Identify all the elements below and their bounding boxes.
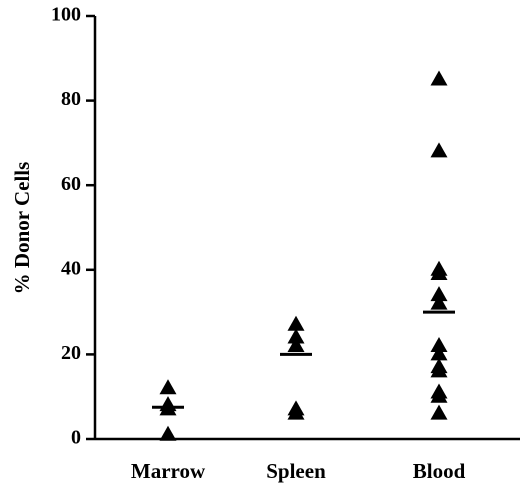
y-tick-label: 100 [51, 4, 81, 26]
y-axis-title: % Donor Cells [10, 162, 34, 295]
data-point [159, 379, 177, 395]
data-point [430, 142, 448, 158]
data-point [430, 345, 448, 361]
data-point [430, 294, 448, 310]
data-point [287, 328, 305, 344]
data-point [430, 404, 448, 420]
data-point [430, 286, 448, 302]
y-tick-label: 40 [61, 257, 81, 279]
data-point [430, 70, 448, 86]
data-point [430, 362, 448, 378]
y-tick-label: 20 [61, 342, 81, 364]
data-point [287, 336, 305, 352]
data-point [430, 336, 448, 352]
data-point [159, 425, 177, 441]
data-point [430, 265, 448, 281]
data-point [287, 404, 305, 420]
data-point [430, 387, 448, 403]
x-tick-label: Spleen [266, 459, 326, 483]
x-tick-label: Blood [413, 459, 466, 483]
y-tick-label: 80 [61, 88, 81, 110]
x-tick-label: Marrow [131, 459, 206, 483]
y-tick-label: 60 [61, 173, 81, 195]
data-point [287, 315, 305, 331]
y-tick-label: 0 [71, 427, 81, 449]
